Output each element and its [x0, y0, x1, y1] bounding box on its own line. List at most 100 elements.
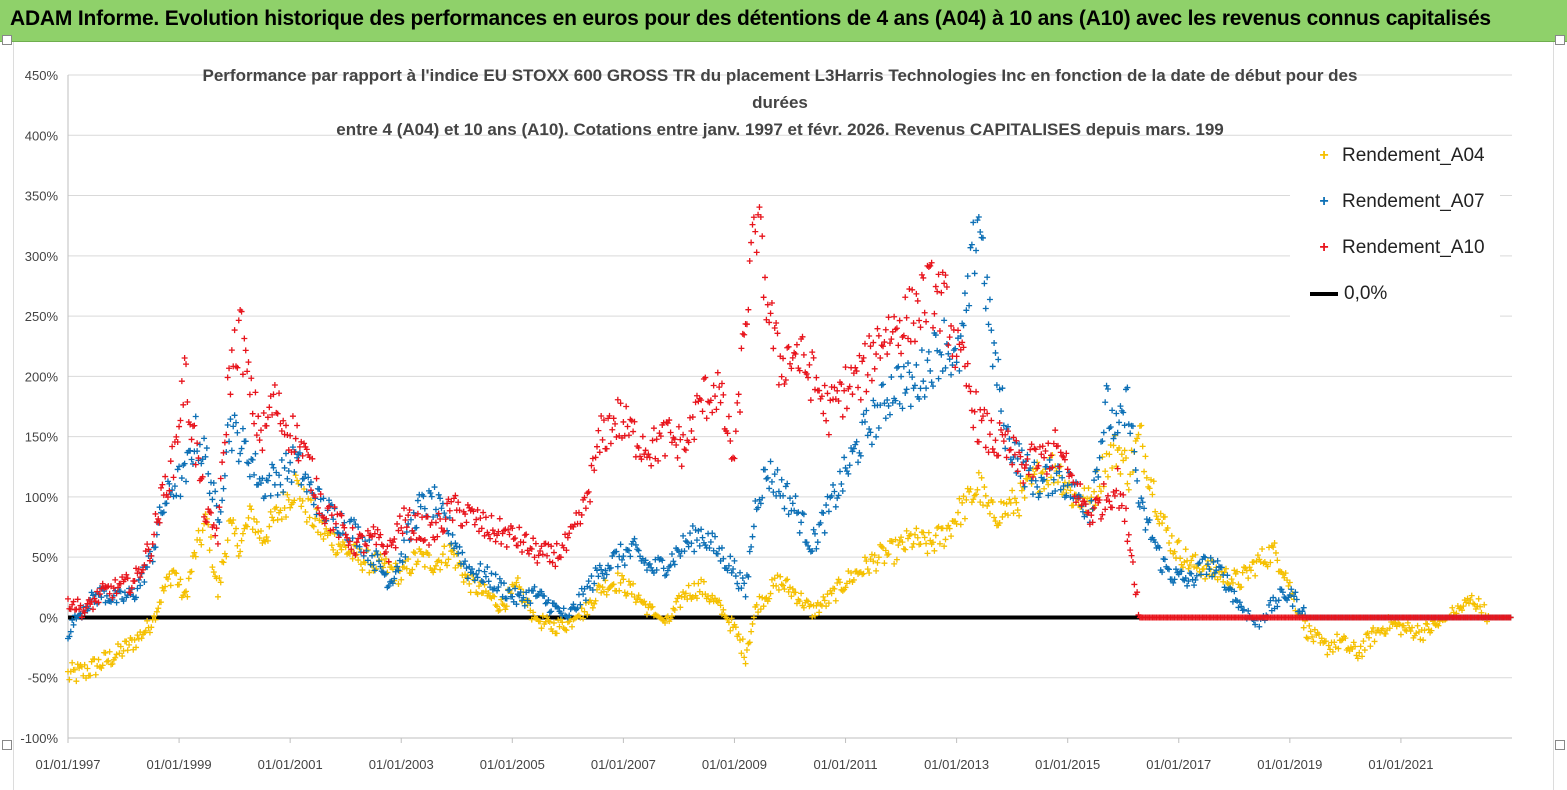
- a10-point: [856, 352, 863, 359]
- a07-point: [1203, 571, 1210, 578]
- legend-label-a10: Rendement_A10: [1342, 237, 1485, 258]
- a04-point: [249, 526, 256, 533]
- a04-point: [771, 575, 778, 582]
- a07-point: [835, 492, 842, 499]
- a07-point: [1213, 567, 1220, 574]
- a04-point: [198, 541, 205, 548]
- a04-point: [1106, 451, 1113, 458]
- a10-point: [635, 444, 642, 451]
- a04-point: [589, 604, 596, 611]
- a07-point: [921, 393, 928, 400]
- a10-point: [648, 462, 655, 469]
- a04-point: [735, 631, 742, 638]
- a10-point: [687, 414, 694, 421]
- a10-point: [252, 389, 259, 396]
- a04-point: [1182, 546, 1189, 553]
- a10-point: [709, 409, 716, 416]
- resize-handle[interactable]: [1555, 740, 1565, 750]
- a04-point: [313, 506, 320, 513]
- a07-point: [177, 493, 184, 500]
- a07-point: [1032, 477, 1039, 484]
- a04-point: [113, 651, 120, 658]
- a04-point: [1239, 569, 1246, 576]
- a07-point: [689, 523, 696, 530]
- a10-point: [299, 452, 306, 459]
- resize-handle[interactable]: [1555, 35, 1565, 45]
- a04-point: [725, 619, 732, 626]
- a10-point: [885, 314, 892, 321]
- a10-point: [166, 487, 173, 494]
- a04-point: [741, 654, 748, 661]
- a07-point: [748, 543, 755, 550]
- a10-point: [546, 558, 553, 565]
- a07-point: [698, 526, 705, 533]
- a07-point: [909, 374, 916, 381]
- a04-point: [381, 560, 388, 567]
- a04-point: [796, 598, 803, 605]
- a10-point: [224, 374, 231, 381]
- a10-point: [373, 541, 380, 548]
- a10-point: [213, 525, 220, 532]
- a04-point: [671, 607, 678, 614]
- a10-point: [609, 426, 616, 433]
- a04-point: [720, 606, 727, 613]
- a04-point: [1021, 494, 1028, 501]
- a04-point: [945, 522, 952, 529]
- a07-point: [369, 552, 376, 559]
- a04-point: [407, 570, 414, 577]
- a04-point: [899, 539, 906, 546]
- a04-point: [941, 543, 948, 550]
- a07-point: [764, 474, 771, 481]
- a07-point: [1035, 494, 1042, 501]
- a04-point: [981, 484, 988, 491]
- a04-point: [1361, 647, 1368, 654]
- a10-point: [1025, 471, 1032, 478]
- a04-point: [1006, 496, 1013, 503]
- a07-point: [194, 448, 201, 455]
- a10-point: [624, 423, 631, 430]
- a07-point: [898, 373, 905, 380]
- a04-point: [116, 650, 123, 657]
- a04-point: [1220, 578, 1227, 585]
- a04-point: [1329, 648, 1336, 655]
- a04-point: [183, 588, 190, 595]
- a04-point: [1121, 447, 1128, 454]
- a10-point: [260, 410, 267, 417]
- a04-point: [1335, 645, 1342, 652]
- resize-handle[interactable]: [2, 35, 12, 45]
- a10-point: [875, 332, 882, 339]
- a10-point: [853, 368, 860, 375]
- a04-point: [299, 497, 306, 504]
- a07-point: [352, 521, 359, 528]
- a10-point: [1000, 438, 1007, 445]
- a10-point: [898, 350, 905, 357]
- a10-point: [471, 521, 478, 528]
- a07-point: [438, 505, 445, 512]
- a10-point: [803, 370, 810, 377]
- a04-point: [1354, 655, 1361, 662]
- a10-point: [424, 513, 431, 520]
- a04-point: [1229, 579, 1236, 586]
- a10-point: [873, 351, 880, 358]
- a07-point: [768, 478, 775, 485]
- a10-point: [421, 536, 428, 543]
- a04-point: [1260, 560, 1267, 567]
- a04-point: [1011, 495, 1018, 502]
- a10-point: [1106, 498, 1113, 505]
- a07-point: [503, 595, 510, 602]
- a10-point: [698, 397, 705, 404]
- a04-point: [73, 678, 80, 685]
- a04-point: [627, 582, 634, 589]
- a10-point: [1064, 466, 1071, 473]
- a04-point: [1234, 568, 1241, 575]
- a07-point: [414, 497, 421, 504]
- a07-point: [228, 447, 235, 454]
- a10-point: [945, 342, 952, 349]
- resize-handle[interactable]: [2, 740, 12, 750]
- a10-point: [341, 524, 348, 531]
- a04-point: [1070, 502, 1077, 509]
- a07-point: [1222, 587, 1229, 594]
- a10-point: [544, 552, 551, 559]
- a07-point: [1134, 477, 1141, 484]
- a07-point: [1141, 505, 1148, 512]
